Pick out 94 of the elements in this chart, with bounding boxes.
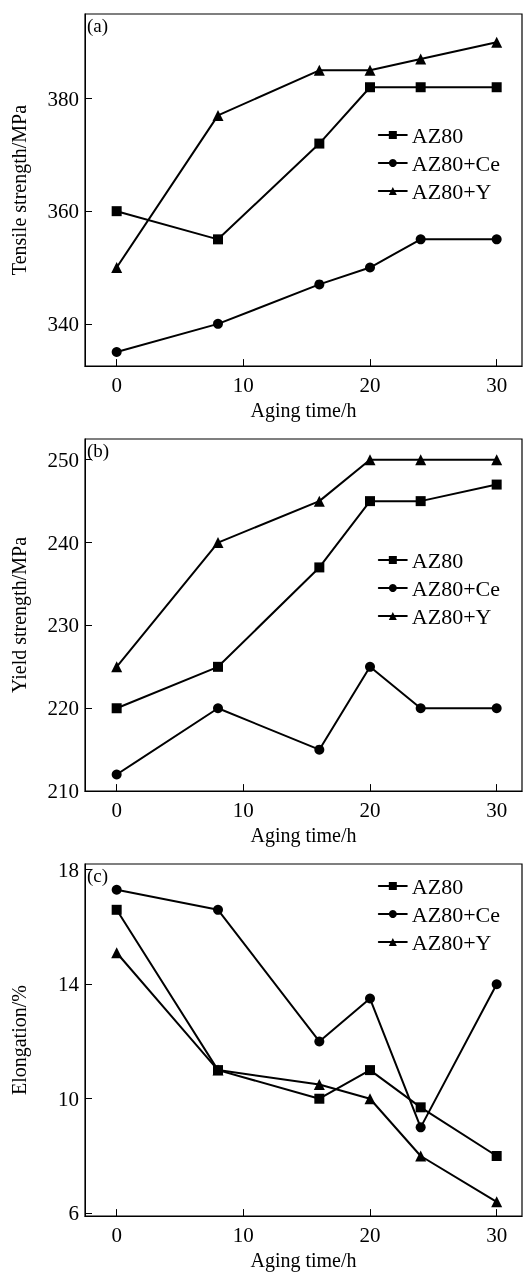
chart-title: (b) bbox=[87, 440, 110, 462]
point bbox=[491, 454, 503, 466]
x-tick-label: 10 bbox=[232, 1222, 254, 1247]
x-tick-label: 0 bbox=[111, 372, 122, 397]
point bbox=[491, 979, 502, 990]
point bbox=[415, 1150, 427, 1162]
point bbox=[491, 36, 503, 48]
point bbox=[111, 262, 123, 274]
point bbox=[415, 53, 427, 65]
y-tick-label: 380 bbox=[47, 86, 79, 111]
point bbox=[212, 109, 224, 121]
y-tick-label: 210 bbox=[47, 779, 79, 804]
point bbox=[491, 1196, 503, 1208]
x-tick-label: 30 bbox=[486, 797, 508, 822]
x-tick-label: 20 bbox=[359, 1222, 381, 1247]
point bbox=[491, 234, 502, 245]
y-axis-title: Tensile strength/MPa bbox=[8, 104, 31, 276]
point bbox=[365, 496, 375, 507]
x-tick-label: 10 bbox=[232, 797, 254, 822]
y-tick-label: 6 bbox=[68, 1201, 79, 1226]
legend-label: AZ80 bbox=[411, 547, 464, 573]
y-tick-label: 240 bbox=[47, 530, 79, 555]
point bbox=[213, 904, 223, 915]
point bbox=[415, 1102, 426, 1113]
x-tick-label: 0 bbox=[111, 797, 122, 822]
x-tick-label: 20 bbox=[359, 797, 381, 822]
point bbox=[365, 993, 375, 1004]
point bbox=[111, 347, 122, 358]
legend-label: AZ80 bbox=[411, 122, 464, 148]
legend-label: AZ80+Ce bbox=[411, 575, 500, 601]
x-axis-title: Aging time/h bbox=[250, 1249, 357, 1272]
point bbox=[313, 64, 325, 76]
legend-label: AZ80 bbox=[411, 873, 464, 899]
point bbox=[212, 537, 224, 549]
point bbox=[313, 495, 325, 507]
x-tick-label: 30 bbox=[486, 1222, 508, 1247]
point bbox=[111, 884, 122, 895]
x-tick-label: 30 bbox=[486, 372, 508, 397]
point bbox=[314, 1093, 325, 1104]
y-tick-label: 340 bbox=[47, 311, 79, 336]
legend-label: AZ80+Y bbox=[411, 603, 492, 629]
point bbox=[314, 744, 325, 755]
point bbox=[491, 1150, 502, 1161]
x-tick-label: 10 bbox=[232, 372, 254, 397]
y-tick-label: 230 bbox=[47, 613, 79, 638]
point bbox=[415, 454, 427, 466]
point bbox=[111, 947, 123, 959]
legend-label: AZ80+Y bbox=[411, 929, 492, 955]
point bbox=[213, 318, 223, 329]
legend-label: AZ80+Ce bbox=[411, 150, 500, 176]
legend-label: AZ80+Ce bbox=[411, 901, 500, 927]
point bbox=[365, 262, 375, 273]
point bbox=[365, 82, 375, 93]
chart-title: (c) bbox=[87, 865, 109, 887]
y-tick-label: 14 bbox=[58, 972, 80, 997]
point bbox=[111, 206, 122, 217]
x-axis-title: Aging time/h bbox=[250, 399, 357, 422]
point bbox=[364, 64, 376, 76]
point bbox=[213, 661, 223, 672]
point bbox=[365, 661, 375, 672]
y-tick-label: 220 bbox=[47, 696, 79, 721]
point bbox=[111, 769, 122, 780]
point bbox=[415, 703, 426, 714]
y-tick-label: 360 bbox=[47, 199, 79, 224]
point bbox=[415, 234, 426, 245]
point bbox=[111, 661, 123, 673]
point bbox=[111, 904, 122, 915]
point bbox=[314, 279, 325, 290]
point bbox=[314, 138, 325, 149]
point bbox=[213, 234, 223, 245]
point bbox=[314, 1036, 325, 1047]
point bbox=[213, 703, 223, 714]
point bbox=[491, 703, 502, 714]
point bbox=[111, 703, 122, 714]
point bbox=[415, 82, 426, 93]
y-axis-title: Yield strength/MPa bbox=[8, 536, 31, 694]
point bbox=[314, 562, 325, 573]
x-axis-title: Aging time/h bbox=[250, 824, 357, 847]
point bbox=[364, 454, 376, 466]
x-tick-label: 0 bbox=[111, 1222, 122, 1247]
y-tick-label: 10 bbox=[58, 1086, 79, 1111]
y-tick-label: 18 bbox=[58, 857, 79, 882]
x-tick-label: 20 bbox=[359, 372, 381, 397]
y-tick-label: 250 bbox=[47, 447, 79, 472]
point bbox=[491, 82, 502, 93]
point bbox=[365, 1065, 375, 1076]
y-axis-title: Elongation/% bbox=[8, 985, 31, 1096]
point bbox=[415, 1122, 426, 1133]
legend-label: AZ80+Y bbox=[411, 178, 492, 204]
point bbox=[491, 479, 502, 490]
point bbox=[364, 1093, 376, 1105]
chart-title: (a) bbox=[87, 15, 109, 37]
point bbox=[313, 1078, 325, 1090]
point bbox=[415, 496, 426, 507]
